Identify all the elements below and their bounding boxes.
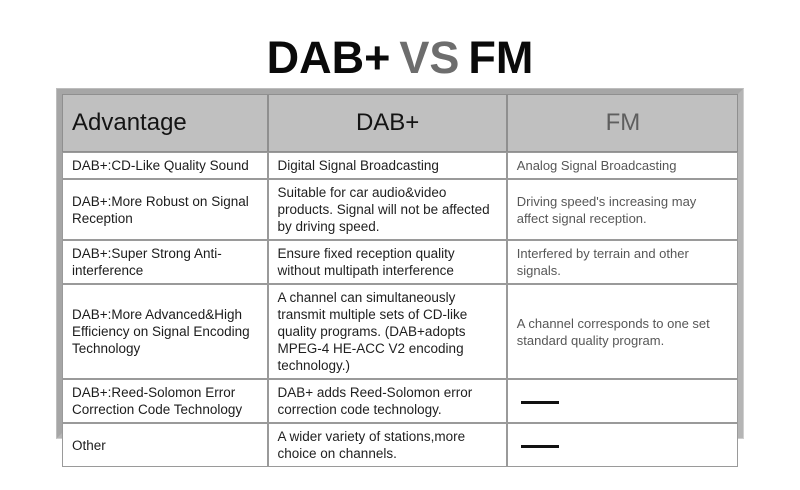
- cell-advantage: DAB+:More Advanced&High Efficiency on Si…: [62, 284, 268, 379]
- table-row: DAB+:More Robust on Signal Reception Sui…: [62, 179, 738, 240]
- column-header-fm: FM: [506, 94, 738, 152]
- cell-dab: DAB+ adds Reed-Solomon error correction …: [267, 379, 507, 423]
- cell-dab: A wider variety of stations,more choice …: [267, 423, 507, 467]
- cell-dab: Digital Signal Broadcasting: [267, 152, 507, 179]
- cell-advantage: DAB+:More Robust on Signal Reception: [62, 179, 268, 240]
- comparison-table-frame: Advantage DAB+ FM DAB+:CD-Like Quality S…: [56, 88, 744, 467]
- not-available-dash-icon: [520, 400, 559, 404]
- cell-advantage: DAB+:Super Strong Anti-interference: [62, 240, 268, 284]
- not-available-dash-icon: [520, 444, 559, 448]
- table-row: DAB+:Super Strong Anti-interference Ensu…: [62, 240, 738, 284]
- table-row: DAB+:CD-Like Quality Sound Digital Signa…: [62, 152, 738, 179]
- title-fm: FM: [468, 32, 534, 83]
- table-row: Other A wider variety of stations,more c…: [62, 423, 738, 467]
- column-header-dab: DAB+: [267, 94, 507, 152]
- page-title: DAB+ VS FM: [0, 32, 800, 84]
- cell-dab: Suitable for car audio&video products. S…: [267, 179, 507, 240]
- cell-dab: Ensure fixed reception quality without m…: [267, 240, 507, 284]
- cell-fm: Interfered by terrain and other signals.: [506, 240, 738, 284]
- comparison-table: Advantage DAB+ FM DAB+:CD-Like Quality S…: [62, 94, 738, 467]
- cell-advantage: DAB+:Reed-Solomon Error Correction Code …: [62, 379, 268, 423]
- table-body: DAB+:CD-Like Quality Sound Digital Signa…: [62, 152, 738, 467]
- cell-fm: A channel corresponds to one set standar…: [506, 284, 738, 379]
- cell-fm: Analog Signal Broadcasting: [506, 152, 738, 179]
- cell-dab: A channel can simultaneously transmit mu…: [267, 284, 507, 379]
- cell-fm: Driving speed's increasing may affect si…: [506, 179, 738, 240]
- cell-advantage: DAB+:CD-Like Quality Sound: [62, 152, 268, 179]
- cell-fm-dash: [506, 423, 738, 467]
- column-header-advantage: Advantage: [62, 94, 268, 152]
- table-header-row: Advantage DAB+ FM: [62, 94, 738, 152]
- title-vs: VS: [399, 32, 460, 83]
- table-row: DAB+:Reed-Solomon Error Correction Code …: [62, 379, 738, 423]
- cell-advantage: Other: [62, 423, 268, 467]
- cell-fm-dash: [506, 379, 738, 423]
- title-dab: DAB+: [266, 32, 391, 83]
- table-row: DAB+:More Advanced&High Efficiency on Si…: [62, 284, 738, 379]
- table-header: Advantage DAB+ FM: [62, 94, 738, 152]
